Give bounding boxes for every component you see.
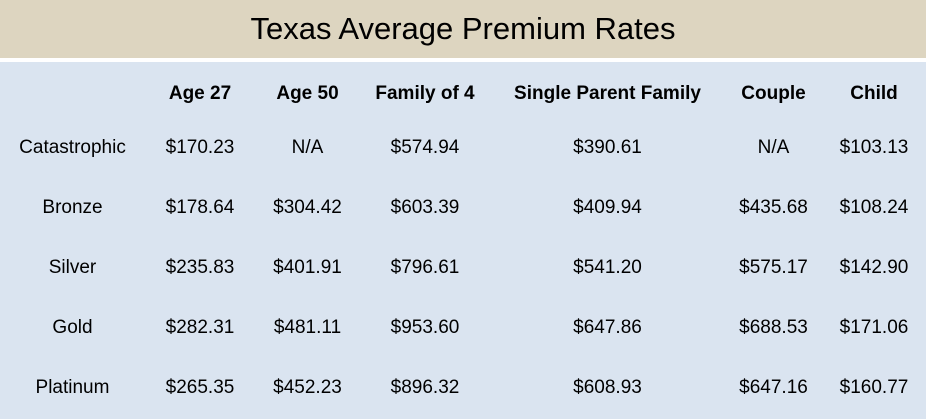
row-label-silver: Silver (48, 257, 97, 278)
column-header-family-of-4: Family of 4 (375, 83, 475, 104)
title-bar: Texas Average Premium Rates (0, 0, 926, 58)
data-cell: N/A (291, 137, 324, 158)
table-row-bronze: Bronze $178.64 $304.42 $603.39 $409.94 $… (0, 178, 926, 238)
data-cell: $170.23 (165, 137, 235, 158)
data-cell: $541.20 (573, 257, 642, 278)
column-header-couple: Couple (741, 83, 806, 104)
data-cell: $390.61 (573, 137, 642, 158)
row-label-catastrophic: Catastrophic (19, 137, 126, 158)
data-cell: N/A (757, 137, 790, 158)
row-label-platinum: Platinum (35, 377, 110, 398)
data-cell: $142.90 (839, 257, 909, 278)
data-cell: $160.77 (839, 377, 909, 398)
premium-rates-table: Age 27 Age 50 Family of 4 Single Parent … (0, 62, 926, 419)
column-header-single-parent-family: Single Parent Family (514, 83, 701, 104)
data-cell: $435.68 (739, 197, 808, 218)
table-header-row: Age 27 Age 50 Family of 4 Single Parent … (0, 62, 926, 118)
page-title: Texas Average Premium Rates (250, 11, 676, 46)
data-cell: $647.86 (573, 317, 642, 338)
data-cell: $401.91 (273, 257, 342, 278)
data-cell: $108.24 (839, 197, 909, 218)
data-cell: $235.83 (165, 257, 235, 278)
data-cell: $796.61 (390, 257, 460, 278)
table-row-catastrophic: Catastrophic $170.23 N/A $574.94 $390.61… (0, 118, 926, 178)
data-cell: $171.06 (839, 317, 909, 338)
table-row-gold: Gold $282.31 $481.11 $953.60 $647.86 $68… (0, 298, 926, 358)
data-cell: $481.11 (273, 317, 342, 338)
row-label-gold: Gold (52, 317, 93, 338)
data-cell: $647.16 (739, 377, 808, 398)
data-cell: $265.35 (165, 377, 235, 398)
data-cell: $688.53 (739, 317, 808, 338)
data-cell: $178.64 (165, 197, 235, 218)
data-cell: $304.42 (273, 197, 342, 218)
table-row-silver: Silver $235.83 $401.91 $796.61 $541.20 $… (0, 238, 926, 298)
data-cell: $574.94 (390, 137, 460, 158)
data-cell: $282.31 (165, 317, 235, 338)
data-cell: $409.94 (573, 197, 642, 218)
data-cell: $953.60 (390, 317, 460, 338)
row-label-bronze: Bronze (42, 197, 103, 218)
data-cell: $452.23 (273, 377, 342, 398)
data-cell: $608.93 (573, 377, 642, 398)
table-row-platinum: Platinum $265.35 $452.23 $896.32 $608.93… (0, 358, 926, 418)
column-header-age-50: Age 50 (276, 83, 339, 104)
column-header-age-27: Age 27 (168, 83, 232, 104)
data-cell: $896.32 (390, 377, 460, 398)
column-header-child: Child (850, 83, 898, 104)
data-cell: $103.13 (839, 137, 909, 158)
data-cell: $575.17 (739, 257, 808, 278)
data-cell: $603.39 (390, 197, 460, 218)
